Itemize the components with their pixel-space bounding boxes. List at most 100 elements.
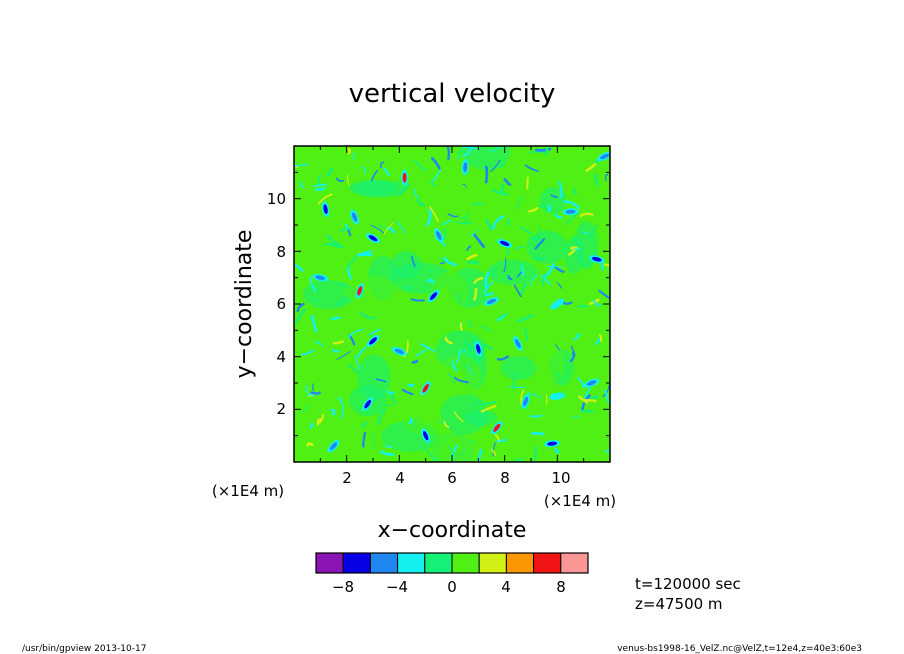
field-filament: [570, 246, 579, 250]
field-patch: [539, 186, 567, 215]
field-filament: [451, 360, 458, 373]
field-patch: [390, 250, 422, 279]
velocity-feature: [357, 286, 363, 296]
field-filament: [352, 151, 355, 160]
field-filament: [514, 245, 524, 250]
x-unit-label: (×1E4 m): [544, 492, 616, 510]
field-filament: [465, 363, 474, 375]
field-filament: [336, 351, 351, 360]
field-filament: [540, 274, 551, 286]
field-patch: [343, 275, 399, 303]
field-filament: [484, 271, 490, 289]
field-filament: [520, 226, 533, 236]
velocity-feature: [586, 380, 597, 386]
field-filament: [296, 302, 305, 312]
field-filament: [311, 383, 315, 391]
field-filament: [313, 298, 319, 303]
field-filament: [357, 250, 372, 257]
field-filament: [380, 161, 385, 169]
footer-right: venus-bs1998-16_VelZ.nc@VelZ,t=12e4,z=40…: [617, 644, 862, 654]
field-patch: [476, 425, 527, 447]
field-filament: [496, 355, 509, 361]
field-patch: [357, 354, 391, 401]
field-filament: [439, 261, 446, 265]
field-patch: [500, 356, 537, 380]
field-filament: [411, 359, 419, 364]
field-filament: [379, 223, 384, 229]
field-filament: [598, 334, 603, 342]
field-filament: [578, 304, 588, 308]
field-filament: [490, 449, 497, 456]
field-filament: [427, 270, 433, 273]
field-filament: [602, 384, 610, 398]
y-tick-label: 8: [276, 243, 286, 261]
field-filament: [523, 327, 529, 342]
field-filament: [357, 346, 367, 358]
field-filament: [347, 328, 364, 338]
colorbar-tick-label: −8: [332, 578, 354, 596]
field-patch: [589, 198, 610, 236]
field-filament: [383, 444, 393, 448]
field-filament: [299, 181, 305, 189]
field-filament: [317, 193, 333, 205]
field-filament: [479, 325, 492, 333]
field-filament: [447, 445, 457, 456]
colorbar-swatch: [505, 552, 535, 574]
field-filament: [457, 292, 462, 306]
field-filament: [456, 155, 461, 160]
field-filament: [512, 372, 519, 390]
field-filament: [334, 296, 347, 306]
field-filament: [545, 394, 548, 405]
field-filament: [386, 390, 395, 395]
field-filament: [513, 284, 522, 298]
field-filament: [346, 255, 358, 270]
field-filament: [466, 253, 478, 261]
field-filament: [516, 271, 522, 278]
field-filament: [457, 149, 463, 156]
field-filament: [503, 178, 512, 186]
field-filament: [585, 162, 597, 172]
velocity-feature: [547, 441, 558, 446]
field-filament: [538, 204, 546, 208]
field-filament: [489, 146, 503, 153]
field-filament: [402, 285, 414, 290]
field-filament: [425, 448, 436, 462]
colorbar-tick-label: 4: [501, 578, 511, 596]
field-filament: [335, 177, 345, 182]
field-patch: [477, 179, 537, 222]
field-patch: [462, 146, 511, 171]
field-filament: [562, 301, 573, 305]
field-patch: [464, 409, 498, 426]
field-filament: [340, 227, 352, 233]
field-filament: [494, 433, 500, 442]
field-filament: [528, 207, 539, 213]
velocity-feature: [493, 423, 501, 432]
velocity-feature: [565, 209, 576, 214]
velocity-feature: [429, 292, 438, 301]
field-filament: [498, 312, 509, 318]
footer-left: /usr/bin/gpview 2013-10-17: [22, 644, 146, 654]
field-filament: [408, 417, 413, 425]
field-filament: [509, 386, 526, 389]
field-filament: [391, 393, 395, 402]
field-patch: [427, 186, 473, 227]
velocity-feature: [422, 383, 429, 393]
velocity-feature: [402, 172, 407, 183]
field-filament: [581, 409, 594, 413]
x-tick-label: 8: [500, 469, 510, 487]
field-filament: [443, 256, 457, 266]
x-tick-label: 10: [551, 469, 570, 487]
velocity-feature: [329, 442, 338, 451]
field-filament: [306, 442, 314, 447]
field-filament: [490, 159, 501, 172]
field-filament: [444, 336, 453, 345]
velocity-feature: [315, 275, 326, 280]
field-filament: [347, 363, 361, 375]
colorbar-tick-label: −4: [386, 578, 408, 596]
colorbar-swatch: [478, 552, 507, 574]
field-filament: [446, 146, 450, 161]
field-filament: [515, 195, 524, 210]
field-filament: [517, 314, 534, 323]
field-filament: [459, 217, 467, 223]
field-filament: [554, 213, 563, 220]
